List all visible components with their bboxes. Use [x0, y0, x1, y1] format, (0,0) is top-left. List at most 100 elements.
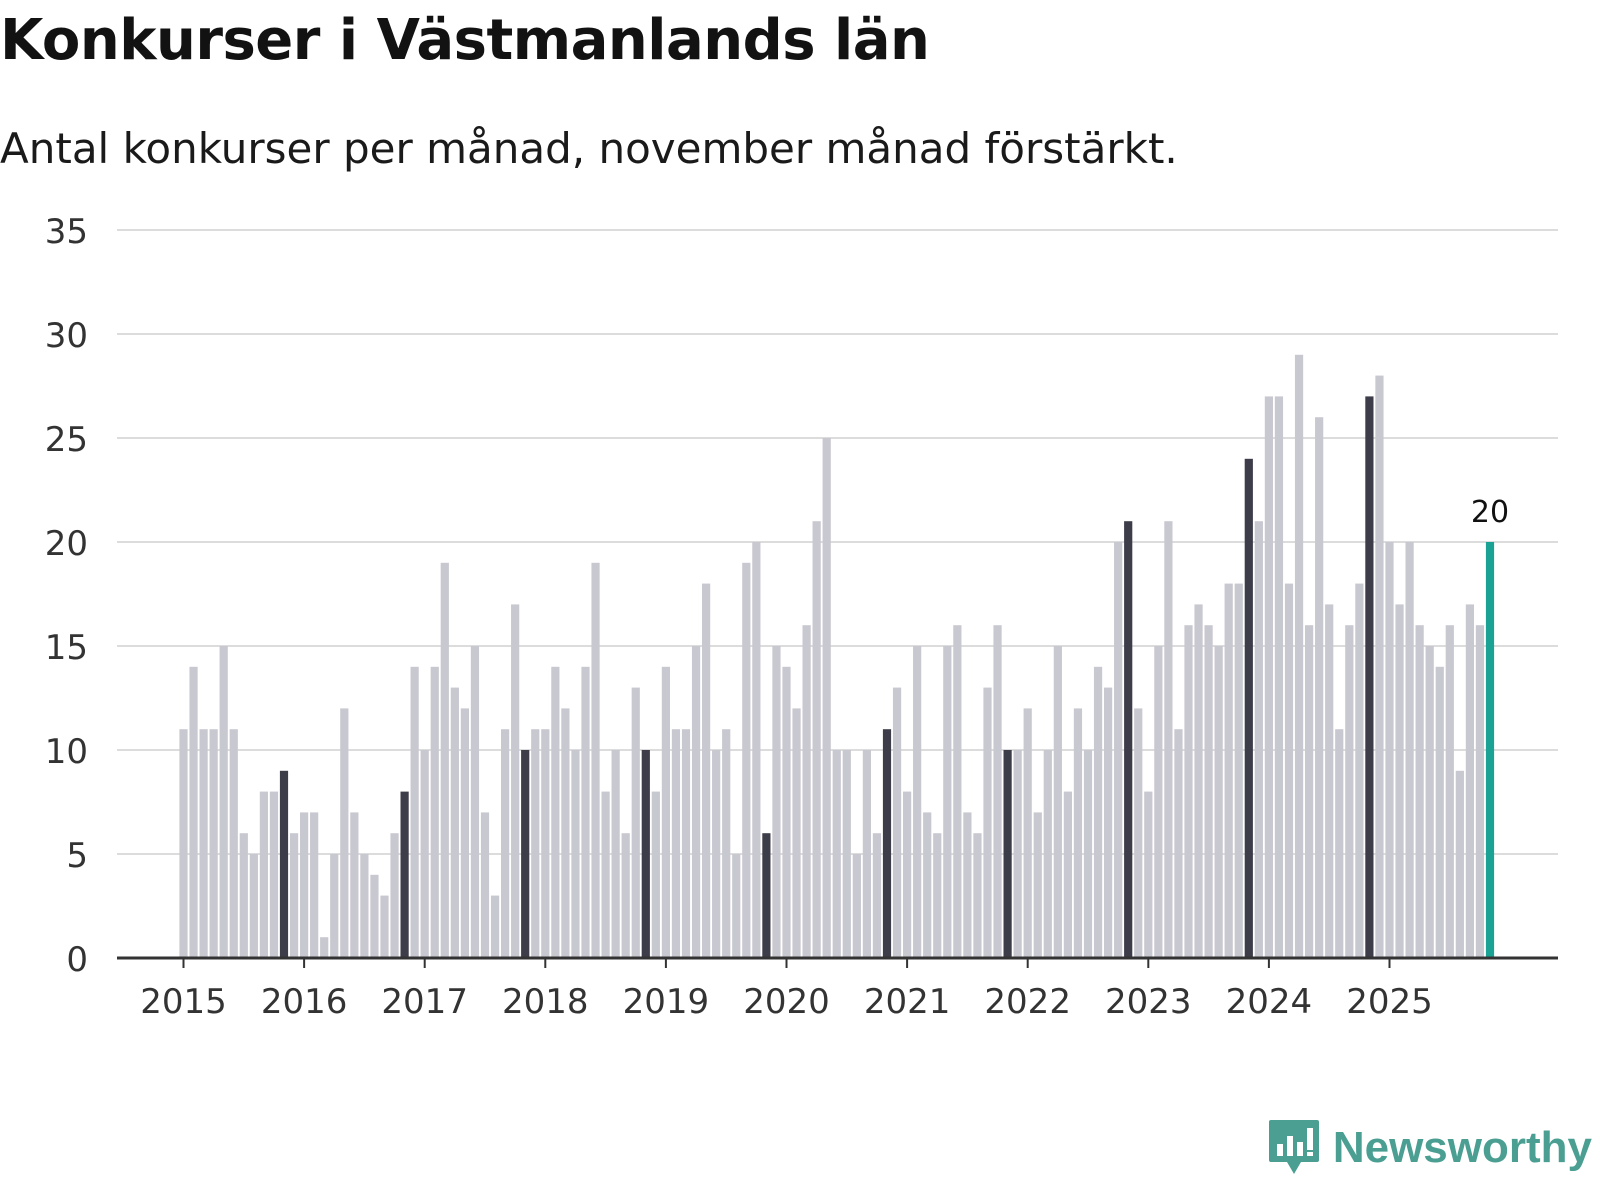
bar: [1134, 708, 1143, 958]
bar: [440, 562, 449, 958]
bar: [571, 750, 580, 958]
bar: [953, 625, 962, 958]
bar: [812, 521, 821, 958]
bar: [913, 646, 922, 958]
bar: [1124, 521, 1133, 958]
bar: [621, 833, 630, 958]
bar: [320, 937, 329, 958]
x-tick-label: 2017: [381, 982, 468, 1022]
bar: [1154, 646, 1163, 958]
bar: [1294, 354, 1304, 958]
x-tick-label: 2023: [1105, 982, 1192, 1022]
bar: [872, 833, 882, 958]
bar: [279, 770, 289, 958]
bar: [239, 833, 248, 958]
y-tick-label: 10: [45, 732, 88, 772]
bar: [852, 854, 861, 958]
bar: [460, 708, 469, 958]
bar: [1355, 583, 1364, 958]
bar: [973, 833, 982, 958]
bar: [1144, 791, 1153, 958]
bar: [1435, 666, 1444, 958]
bar: [1305, 625, 1314, 958]
bar: [923, 812, 932, 958]
bar: [742, 562, 751, 958]
bar: [1375, 375, 1384, 959]
bar: [350, 812, 359, 958]
bar: [892, 687, 902, 958]
bar: [1284, 583, 1294, 958]
bar: [1345, 625, 1354, 958]
bar: [400, 791, 409, 958]
bar: [1365, 396, 1374, 958]
bar: [722, 729, 731, 958]
bar: [551, 666, 560, 958]
bar: [1073, 708, 1083, 958]
y-tick-label: 35: [45, 212, 88, 252]
bar: [209, 729, 218, 958]
x-tick-label: 2021: [864, 982, 951, 1022]
bar: [993, 625, 1002, 958]
newsworthy-icon: [1268, 1120, 1319, 1174]
bar: [1114, 542, 1123, 958]
bar: [390, 833, 399, 958]
bar: [631, 687, 640, 958]
bar: [249, 854, 258, 958]
bar: [1264, 396, 1273, 958]
bar: [1214, 646, 1223, 958]
bar: [641, 750, 650, 958]
bar: [1083, 750, 1093, 958]
bar: [732, 854, 741, 958]
bar: [360, 854, 369, 958]
y-tick-label: 0: [66, 940, 88, 980]
bar: [179, 729, 188, 958]
y-tick-label: 30: [45, 316, 88, 356]
bar: [1395, 604, 1404, 958]
bar: [802, 625, 811, 958]
bar: [1013, 750, 1022, 958]
bar: [1455, 770, 1464, 958]
bar: [219, 646, 228, 958]
bar: [1194, 604, 1203, 958]
bar: [611, 750, 620, 958]
bar: [1104, 687, 1113, 958]
bar: [1053, 646, 1062, 958]
bar: [842, 750, 851, 958]
y-tick-label: 5: [66, 836, 88, 876]
bar: [259, 791, 268, 958]
bar: [702, 583, 711, 958]
bar: [1415, 625, 1424, 958]
bar: [310, 812, 319, 958]
bar: [661, 666, 670, 958]
x-tick-label: 2022: [984, 982, 1071, 1022]
bar: [289, 833, 299, 958]
bar: [300, 812, 309, 958]
bar: [651, 791, 660, 958]
bar: [772, 646, 781, 958]
bar: [330, 854, 339, 958]
y-tick-labels: 0 5 10 15 20 25 30 35: [45, 212, 88, 980]
x-tick-label: 2016: [261, 982, 348, 1022]
bar: [1325, 604, 1334, 958]
bar: [430, 666, 439, 958]
bar: [1425, 646, 1434, 958]
bar: [340, 708, 349, 958]
bar: [480, 812, 490, 958]
bar: [762, 833, 771, 958]
x-tick-label: 2018: [502, 982, 589, 1022]
bar: [983, 687, 992, 958]
bar: [1385, 542, 1394, 958]
brand-name: Newsworthy: [1332, 1123, 1592, 1172]
bar: [450, 687, 459, 958]
bar: [581, 666, 590, 958]
bar: [933, 833, 942, 958]
bar: [943, 646, 952, 958]
bar: [1315, 417, 1324, 958]
bar: [601, 791, 610, 958]
x-tick-label: 2019: [623, 982, 710, 1022]
bar: [561, 708, 570, 958]
bar: [822, 438, 831, 958]
bar: [1244, 458, 1253, 958]
bar: [832, 750, 841, 958]
